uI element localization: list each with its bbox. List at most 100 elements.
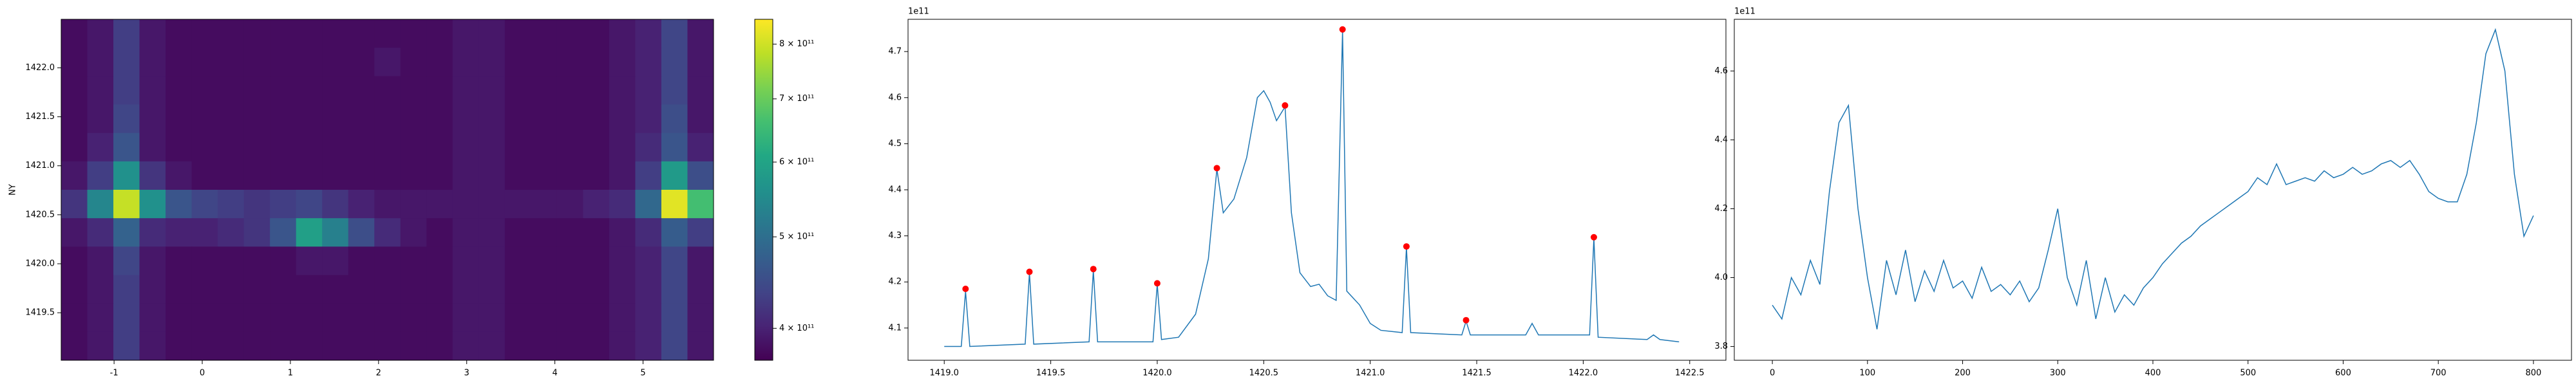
peak-marker [1463, 317, 1470, 324]
heatmap-cell [687, 48, 714, 77]
heatmap-cell [531, 133, 558, 162]
heatmap-cell [504, 218, 531, 247]
heatmap-cell [113, 19, 140, 48]
heatmap-cell [166, 19, 193, 48]
heatmap-cell [87, 331, 114, 360]
heatmap-cell [504, 19, 531, 48]
heatmap-cell [426, 133, 453, 162]
heatmap-cell [322, 275, 349, 304]
heatmap-cell [113, 161, 140, 190]
heatmap-cell [296, 161, 323, 190]
x-tick-label: 1420.5 [1249, 369, 1279, 378]
heatmap-cell [322, 161, 349, 190]
heatmap-cell [270, 246, 297, 275]
offset-text: 1e11 [1734, 7, 1756, 17]
heatmap-cell [87, 190, 114, 219]
x-tick-label: 100 [1859, 369, 1875, 378]
heatmap-cell [87, 246, 114, 275]
heatmap-cell [374, 133, 401, 162]
y-axis-label: NY [8, 184, 18, 196]
heatmap-cell [504, 104, 531, 134]
heatmap-cell [478, 19, 506, 48]
heatmap-cell [61, 76, 88, 105]
heatmap-cell [400, 331, 427, 360]
y-tick-label: 4.1 [888, 323, 902, 333]
x-tick-label: 0 [200, 369, 205, 378]
heatmap-cell [61, 133, 88, 162]
heatmap-cell [348, 275, 375, 304]
heatmap-cell [687, 161, 714, 190]
heatmap-cell [531, 161, 558, 190]
plot-frame [61, 19, 714, 361]
heatmap-cell [243, 19, 270, 48]
y-tick-label: 4.7 [888, 47, 902, 57]
heatmap-cell [322, 246, 349, 275]
peak-marker [962, 285, 969, 292]
heatmap-cell [583, 303, 610, 333]
heatmap-cell [400, 275, 427, 304]
heatmap-cell [556, 246, 583, 275]
heatmap-cell [166, 161, 193, 190]
heatmap-cell [218, 48, 245, 77]
heatmap-cell [87, 303, 114, 333]
heatmap-cell [609, 133, 636, 162]
heatmap-cell [191, 275, 218, 304]
heatmap-cell [322, 133, 349, 162]
heatmap-cell [426, 161, 453, 190]
heatmap-cell [504, 303, 531, 333]
heatmap-cell [113, 218, 140, 247]
y-tick-label: 1420.5 [26, 210, 55, 219]
y-tick-label: 1420.0 [26, 259, 55, 268]
heatmap-cell [556, 275, 583, 304]
heatmap-cell [243, 218, 270, 247]
heatmap-cell [87, 104, 114, 134]
peak-marker [1403, 243, 1410, 250]
heatmap-cell [661, 161, 688, 190]
heatmap-cell [243, 331, 270, 360]
heatmap-cell [348, 190, 375, 219]
heatmap-cell [166, 104, 193, 134]
heatmap-cell [191, 161, 218, 190]
y-tick-label: 1422.0 [26, 63, 55, 73]
x-tick-label: 4 [552, 369, 557, 378]
heatmap-cell [661, 104, 688, 134]
heatmap-cell [452, 133, 479, 162]
heatmap-cell [504, 48, 531, 77]
heatmap-cell [139, 218, 166, 247]
heatmap-cell [452, 161, 479, 190]
heatmap-cell [583, 246, 610, 275]
heatmap-cell [61, 303, 88, 333]
y-tick-label: 4.4 [1714, 135, 1728, 145]
heatmap-cell [191, 190, 218, 219]
heatmap-cell [609, 190, 636, 219]
heatmap-cell [322, 218, 349, 247]
peak-marker [1026, 268, 1033, 275]
x-tick-label: 3 [464, 369, 469, 378]
x-tick-label: 300 [2050, 369, 2066, 378]
heatmap-cell [374, 275, 401, 304]
heatmap-cell [139, 303, 166, 333]
heatmap-cell [191, 331, 218, 360]
heatmap-cell [296, 246, 323, 275]
peak-marker [1590, 234, 1597, 241]
x-tick-label: 1420.0 [1142, 369, 1172, 378]
heatmap-cell [113, 275, 140, 304]
heatmap-cell [139, 133, 166, 162]
heatmap-cell [452, 331, 479, 360]
heatmap-cell [87, 48, 114, 77]
heatmap-cell [400, 19, 427, 48]
heatmap-cell [661, 133, 688, 162]
heatmap-cell [218, 303, 245, 333]
x-tick-label: 5 [640, 369, 645, 378]
heatmap-cell [243, 303, 270, 333]
heatmap-cell [348, 133, 375, 162]
heatmap-cell [348, 19, 375, 48]
plot-frame [907, 19, 1727, 361]
heatmap-cell [218, 331, 245, 360]
x-tick-label: 1422.0 [1569, 369, 1598, 378]
heatmap-cell [426, 48, 453, 77]
heatmap-cell [139, 76, 166, 105]
y-tick-label: 3.8 [1714, 342, 1728, 351]
heatmap-cell [661, 275, 688, 304]
heatmap-cell [166, 190, 193, 219]
